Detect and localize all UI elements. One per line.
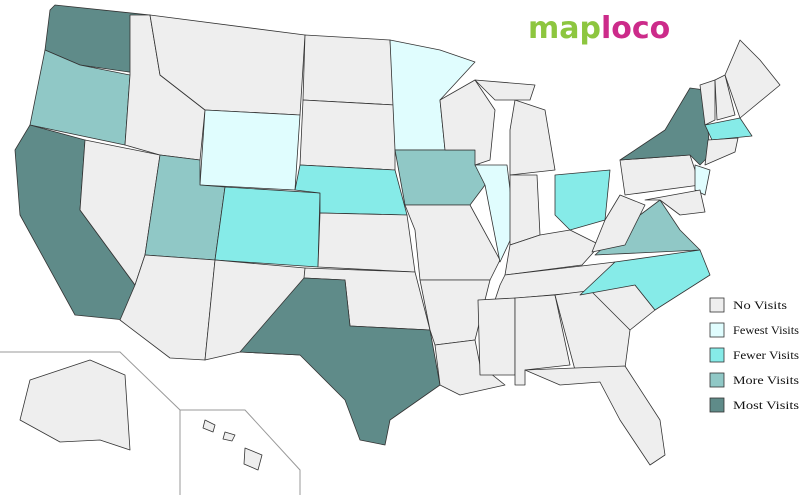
legend-label: No Visits (733, 298, 787, 312)
state (509, 99, 556, 176)
state (302, 34, 396, 106)
legend-label: More Visits (733, 373, 799, 387)
state (591, 194, 646, 253)
state (509, 174, 541, 246)
legend-swatch (709, 397, 725, 413)
state (474, 79, 536, 101)
inset-border (0, 351, 181, 495)
state (724, 39, 781, 119)
state (214, 186, 321, 268)
state (524, 365, 666, 466)
legend-label: Most Visits (733, 398, 799, 412)
states (14, 4, 781, 471)
state (699, 79, 716, 126)
legend: No Visits Fewest Visits Fewer Visits More V… (709, 297, 799, 413)
state (317, 212, 416, 273)
state (554, 169, 611, 231)
logo-part: map (528, 11, 601, 46)
state (619, 154, 701, 196)
legend-swatch (709, 372, 725, 388)
state (694, 164, 711, 196)
state (619, 87, 711, 166)
state (199, 109, 301, 191)
state (714, 74, 736, 121)
state (439, 79, 496, 166)
state (704, 117, 753, 141)
legend-swatch (709, 347, 725, 363)
legend-label: Fewest Visits (733, 323, 799, 337)
state (404, 204, 501, 281)
state (474, 164, 516, 263)
state (434, 339, 506, 396)
state (299, 99, 396, 171)
state (644, 189, 706, 216)
state (243, 447, 263, 471)
legend-swatch (709, 322, 725, 338)
state (222, 431, 236, 442)
state (202, 419, 216, 433)
state (19, 359, 131, 451)
legend-label: Fewer Visits (733, 348, 799, 362)
logo: maploco (528, 11, 670, 46)
state (704, 137, 739, 166)
inset-border (180, 409, 301, 495)
state (394, 149, 486, 206)
legend-swatch (709, 297, 725, 313)
state (477, 297, 516, 376)
logo-part: loco (601, 11, 670, 46)
state (239, 277, 441, 446)
